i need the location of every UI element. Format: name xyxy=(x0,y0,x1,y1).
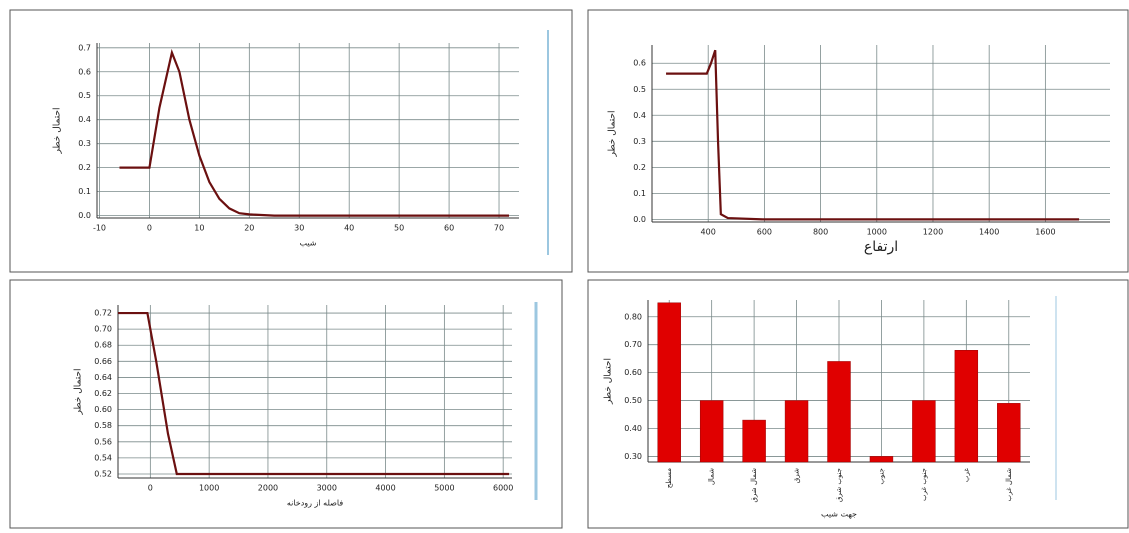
y-axis-label: احتمال خطر xyxy=(53,107,63,154)
y-tick-label: 0.40 xyxy=(624,424,642,433)
panel xyxy=(587,9,1129,273)
bar xyxy=(912,400,936,463)
x-tick-label: غرب xyxy=(962,468,970,482)
y-tick-label: 0.64 xyxy=(94,373,112,382)
x-tick-label: 70 xyxy=(494,224,504,233)
x-tick-label: جنوب شرق xyxy=(835,468,843,502)
x-tick-label: جنوب xyxy=(877,468,885,485)
y-tick-label: 0.4 xyxy=(633,111,646,120)
line xyxy=(666,49,1080,221)
x-tick-label: 5000 xyxy=(434,484,454,493)
y-tick-label: 0.58 xyxy=(94,421,112,430)
y-tick-label: 0.3 xyxy=(633,137,646,146)
x-tick-label: 6000 xyxy=(493,484,513,493)
y-tick-label: 0.62 xyxy=(94,389,112,398)
panel xyxy=(9,279,563,529)
x-tick-label: 2000 xyxy=(258,484,278,493)
bar xyxy=(742,419,766,463)
x-tick-label: 20 xyxy=(244,224,254,233)
bar xyxy=(657,302,681,463)
y-tick-label: 0.2 xyxy=(78,163,91,172)
y-tick-label: 0.6 xyxy=(78,67,91,76)
line xyxy=(119,48,510,217)
x-tick-label: 4000 xyxy=(375,484,395,493)
x-axis-label: ارتفاع xyxy=(864,239,898,255)
y-axis-label: احتمال خطر xyxy=(604,358,614,405)
y-tick-label: 0.1 xyxy=(633,189,646,198)
y-tick-label: 0.52 xyxy=(94,469,112,478)
y-tick-label: 0.30 xyxy=(624,452,642,461)
x-tick-label: 60 xyxy=(444,224,454,233)
x-axis-label: جهت شیب xyxy=(821,510,857,519)
y-tick-label: 0.70 xyxy=(624,340,642,349)
y-tick-label: 0.0 xyxy=(78,211,91,220)
y-tick-label: 0.68 xyxy=(94,341,112,350)
y-tick-label: 0.3 xyxy=(78,139,91,148)
x-tick-label: شمال شرق xyxy=(750,468,758,503)
x-tick-label: شمال xyxy=(708,468,716,485)
x-axis-label: فاصله از رودخانه xyxy=(287,499,344,508)
y-tick-label: 0.70 xyxy=(94,325,112,334)
y-tick-label: 0.72 xyxy=(94,309,112,318)
x-tick-label: 1400 xyxy=(979,228,999,237)
y-tick-label: 0.6 xyxy=(633,59,646,68)
x-tick-label: 40 xyxy=(344,224,354,233)
y-tick-label: 0.50 xyxy=(624,396,642,405)
y-axis-label: احتمال خطر xyxy=(74,368,84,415)
bar xyxy=(784,400,809,463)
x-tick-label: 1000 xyxy=(867,228,887,237)
x-tick-label: جنوب غرب xyxy=(920,468,928,501)
x-tick-label: شمال غرب xyxy=(1005,468,1013,502)
y-tick-label: 0.60 xyxy=(624,368,642,377)
y-tick-label: 0.56 xyxy=(94,437,112,446)
y-tick-label: 0.4 xyxy=(78,115,91,124)
x-tick-label: مسطح xyxy=(665,468,673,489)
x-tick-label: 600 xyxy=(757,228,772,237)
bar xyxy=(827,361,851,463)
y-tick-label: 0.7 xyxy=(78,43,91,52)
y-tick-label: 0.5 xyxy=(633,85,646,94)
bar xyxy=(869,456,894,463)
x-tick-label: شرق xyxy=(793,468,801,483)
x-tick-label: 3000 xyxy=(317,484,337,493)
y-tick-label: 0.1 xyxy=(78,187,91,196)
y-tick-label: 0.54 xyxy=(94,453,112,462)
y-tick-label: 0.60 xyxy=(94,405,112,414)
x-tick-label: 10 xyxy=(194,224,204,233)
y-tick-label: 0.66 xyxy=(94,357,112,366)
x-tick-label: 800 xyxy=(813,228,828,237)
x-axis-label: شیب xyxy=(300,239,317,248)
x-tick-label: -10 xyxy=(93,224,106,233)
line xyxy=(118,311,510,476)
x-tick-label: 50 xyxy=(394,224,404,233)
x-tick-label: 1200 xyxy=(923,228,943,237)
x-tick-label: 0 xyxy=(147,224,152,233)
x-tick-label: 1600 xyxy=(1035,228,1055,237)
y-axis-label: احتمال خطر xyxy=(608,110,618,157)
x-tick-label: 30 xyxy=(294,224,304,233)
panel xyxy=(9,9,573,273)
y-tick-label: 0.5 xyxy=(78,91,91,100)
panel xyxy=(587,279,1129,529)
bar xyxy=(699,400,724,463)
x-tick-label: 0 xyxy=(148,484,153,493)
x-tick-label: 400 xyxy=(701,228,716,237)
bar xyxy=(954,350,979,463)
y-tick-label: 0.80 xyxy=(624,312,642,321)
y-tick-label: 0.2 xyxy=(633,163,646,172)
bar xyxy=(997,403,1021,463)
y-tick-label: 0.0 xyxy=(633,215,646,224)
x-tick-label: 1000 xyxy=(199,484,219,493)
